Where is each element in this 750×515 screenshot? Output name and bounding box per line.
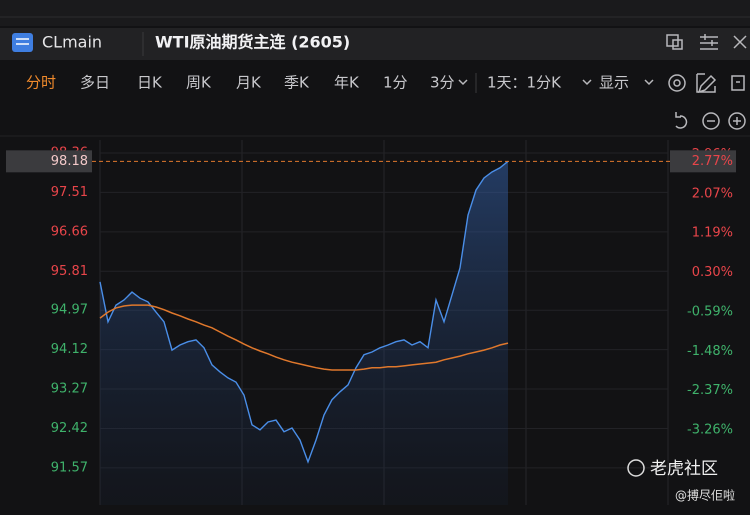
tab[interactable]: 显示 bbox=[599, 74, 629, 92]
current-change: 2.77% bbox=[692, 154, 733, 169]
price-area bbox=[100, 161, 508, 506]
icon-zoom-out[interactable] bbox=[702, 112, 720, 130]
current-price-box bbox=[6, 150, 92, 173]
tab[interactable]: 日K bbox=[137, 74, 163, 92]
chevron bbox=[644, 79, 654, 86]
y-tick-label: 97.51 bbox=[51, 185, 88, 200]
y2-tick-label: -0.59% bbox=[687, 304, 733, 319]
icon-more[interactable] bbox=[731, 75, 745, 91]
y-tick-label: 95.81 bbox=[51, 264, 88, 279]
tab[interactable]: 月K bbox=[236, 74, 262, 92]
header-icons[interactable] bbox=[666, 34, 747, 50]
icon-gear[interactable] bbox=[673, 79, 681, 87]
tab[interactable]: 年K bbox=[334, 74, 360, 92]
brand-icon bbox=[627, 459, 645, 477]
y2-tick-label: -2.37% bbox=[687, 383, 733, 398]
y2-tick-label: -3.26% bbox=[687, 423, 733, 438]
zoom-controls bbox=[675, 112, 746, 130]
icon-settings[interactable] bbox=[700, 34, 718, 50]
current-change-box bbox=[670, 150, 736, 173]
icon-close[interactable] bbox=[733, 35, 747, 49]
symbol-icon bbox=[12, 33, 33, 52]
tab[interactable]: 1天：1分K bbox=[487, 74, 562, 92]
icon-undo[interactable] bbox=[675, 112, 688, 129]
y-tick-label: 91.57 bbox=[51, 460, 88, 475]
chevron bbox=[458, 79, 468, 86]
y2-tick-label: 1.19% bbox=[692, 226, 733, 241]
tab[interactable]: 3分 bbox=[430, 74, 455, 92]
user: @搏尽佢啦 bbox=[675, 488, 735, 503]
icon-gear[interactable] bbox=[668, 74, 686, 92]
price-line bbox=[99, 160, 509, 464]
header-bar bbox=[0, 28, 750, 60]
y2-tick-label: 2.07% bbox=[692, 187, 733, 202]
tab[interactable]: 季K bbox=[284, 74, 310, 92]
y2-tick-label: 0.30% bbox=[692, 265, 733, 280]
icon-window[interactable] bbox=[672, 39, 683, 50]
y-tick-label: 94.97 bbox=[51, 303, 88, 318]
plot: 98.3697.5196.6695.8194.9794.1293.2792.42… bbox=[6, 140, 736, 506]
y-tick-label: 96.66 bbox=[51, 224, 88, 239]
tab[interactable]: 分时 bbox=[26, 74, 56, 92]
tab-bar: 分时 多日 日K 周K 月K 季K 年K 1分 3分 1天：1分K 显示 bbox=[26, 73, 745, 94]
top-strip bbox=[0, 0, 750, 26]
tab[interactable]: 多日 bbox=[80, 74, 110, 92]
title: WTI原油期货主连 (2605) bbox=[155, 33, 350, 52]
tab[interactable]: 1分 bbox=[383, 74, 408, 92]
y-tick-label: 93.27 bbox=[51, 382, 88, 397]
current-price: 98.18 bbox=[51, 154, 88, 169]
tab[interactable]: 周K bbox=[186, 74, 212, 92]
brand: 老虎社区 bbox=[650, 459, 718, 479]
icon-draw[interactable] bbox=[696, 73, 717, 94]
y2-tick-label: -1.48% bbox=[687, 344, 733, 359]
symbol[interactable]: CLmain bbox=[42, 33, 102, 52]
average-line bbox=[99, 304, 509, 371]
y-tick-label: 94.12 bbox=[51, 342, 88, 357]
icon-zoom-in[interactable] bbox=[733, 117, 741, 125]
y-tick-label: 92.42 bbox=[51, 421, 88, 436]
chevron bbox=[582, 79, 592, 86]
icon-zoom-in[interactable] bbox=[728, 112, 746, 130]
watermark: 老虎社区 @搏尽佢啦 bbox=[627, 459, 735, 503]
